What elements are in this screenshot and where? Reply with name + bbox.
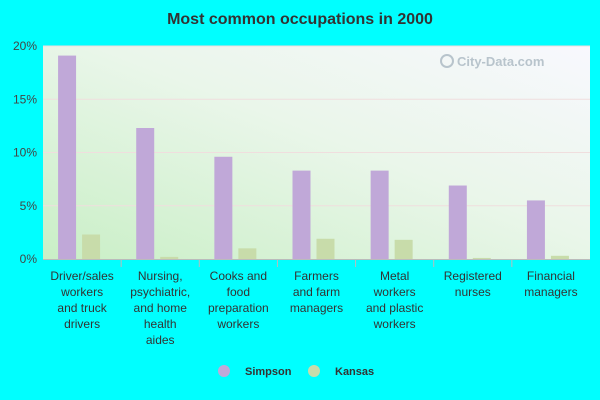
legend-swatch-kansas — [308, 365, 320, 377]
bar-kansas[interactable] — [160, 256, 179, 259]
y-tick-label: 15% — [13, 92, 37, 106]
x-category-label: Nursing, psychiatric, and home health aides — [130, 269, 190, 347]
bar-simpson[interactable] — [136, 128, 155, 259]
bar-simpson[interactable] — [370, 170, 389, 259]
x-category-label: Farmers and farm managers — [290, 269, 343, 315]
y-axis-ticks: 0% 5% 10% 15% 20% — [13, 39, 37, 266]
y-tick-label: 0% — [20, 252, 38, 266]
watermark-text: City-Data.com — [457, 54, 544, 69]
bar-simpson[interactable] — [214, 156, 233, 259]
gridlines — [43, 45, 590, 260]
bar-simpson[interactable] — [526, 200, 545, 259]
legend-swatch-simpson — [218, 365, 230, 377]
x-category-label: Cooks and food preparation workers — [208, 269, 269, 331]
y-tick-label: 5% — [20, 199, 38, 213]
watermark-search-icon — [440, 54, 454, 68]
bar-simpson[interactable] — [292, 170, 311, 259]
bar-kansas[interactable] — [394, 239, 413, 259]
x-category-label: Driver/sales workers and truck drivers — [50, 269, 113, 331]
x-axis-categories: Driver/sales workers and truck drivers Nursi… — [50, 259, 578, 347]
bar-kansas[interactable] — [472, 257, 491, 259]
legend: Simpson Kansas — [218, 365, 374, 378]
bar-kansas[interactable] — [238, 248, 257, 259]
x-category-label: Financial managers — [524, 269, 577, 299]
watermark: City-Data.com — [440, 54, 544, 69]
bar-kansas[interactable] — [550, 255, 569, 259]
x-category-label: Registered nurses — [444, 269, 502, 299]
bar-kansas[interactable] — [316, 238, 335, 259]
legend-label-kansas: Kansas — [335, 366, 374, 378]
y-tick-label: 20% — [13, 39, 37, 53]
bar-simpson[interactable] — [58, 55, 77, 260]
chart-title: Most common occupations in 2000 — [167, 11, 433, 28]
y-tick-label: 10% — [13, 146, 37, 160]
bar-simpson[interactable] — [448, 185, 467, 259]
bar-kansas[interactable] — [82, 234, 101, 259]
bars — [58, 55, 569, 260]
x-category-label: Metal workers and plastic workers — [366, 269, 423, 331]
legend-label-simpson: Simpson — [245, 366, 292, 378]
